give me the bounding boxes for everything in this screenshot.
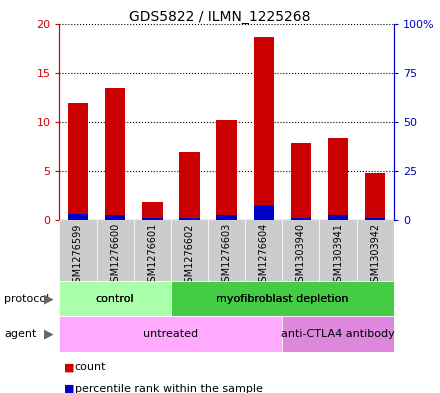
- Text: ▶: ▶: [44, 327, 53, 341]
- Bar: [179, 218, 200, 220]
- Text: ■: ■: [64, 362, 74, 373]
- Bar: [134, 220, 171, 281]
- Text: GSM1303942: GSM1303942: [370, 223, 380, 288]
- Text: GSM1303941: GSM1303941: [333, 223, 343, 288]
- Text: GSM1276604: GSM1276604: [259, 223, 269, 288]
- Bar: [253, 204, 274, 220]
- Text: ■: ■: [64, 384, 74, 393]
- Text: percentile rank within the sample: percentile rank within the sample: [75, 384, 263, 393]
- Bar: [328, 138, 348, 220]
- Bar: [291, 143, 311, 220]
- Text: protocol: protocol: [4, 294, 50, 304]
- Text: GSM1276600: GSM1276600: [110, 223, 120, 288]
- Text: control: control: [96, 294, 135, 304]
- Bar: [245, 220, 282, 281]
- Text: GSM1276601: GSM1276601: [147, 223, 157, 288]
- Bar: [216, 120, 237, 220]
- Text: GSM1276599: GSM1276599: [73, 223, 83, 288]
- Bar: [68, 103, 88, 220]
- Bar: [216, 215, 237, 220]
- Bar: [171, 220, 208, 281]
- Bar: [328, 215, 348, 220]
- Text: anti-CTLA4 antibody: anti-CTLA4 antibody: [281, 329, 395, 339]
- Bar: [208, 220, 245, 281]
- Bar: [105, 215, 125, 220]
- Bar: [282, 220, 319, 281]
- Text: count: count: [75, 362, 106, 373]
- Text: agent: agent: [4, 329, 37, 339]
- Text: myofibroblast depletion: myofibroblast depletion: [216, 294, 348, 304]
- Bar: [96, 220, 134, 281]
- Bar: [171, 281, 394, 316]
- Bar: [59, 281, 171, 316]
- Bar: [357, 220, 394, 281]
- Text: GDS5822 / ILMN_1225268: GDS5822 / ILMN_1225268: [129, 10, 311, 24]
- Text: untreated: untreated: [143, 329, 198, 339]
- Bar: [365, 173, 385, 220]
- Text: control: control: [96, 294, 135, 304]
- Bar: [282, 316, 394, 352]
- Bar: [105, 88, 125, 220]
- Bar: [68, 214, 88, 220]
- Bar: [142, 219, 162, 220]
- Text: GSM1276603: GSM1276603: [222, 223, 231, 288]
- Bar: [291, 219, 311, 220]
- Bar: [142, 202, 162, 220]
- Bar: [179, 152, 200, 220]
- Text: ▶: ▶: [44, 292, 53, 305]
- Bar: [253, 37, 274, 220]
- Bar: [59, 316, 282, 352]
- Text: GSM1303940: GSM1303940: [296, 223, 306, 288]
- Bar: [319, 220, 357, 281]
- Text: myofibroblast depletion: myofibroblast depletion: [216, 294, 348, 304]
- Bar: [59, 220, 96, 281]
- Bar: [365, 218, 385, 220]
- Text: GSM1276602: GSM1276602: [184, 223, 194, 288]
